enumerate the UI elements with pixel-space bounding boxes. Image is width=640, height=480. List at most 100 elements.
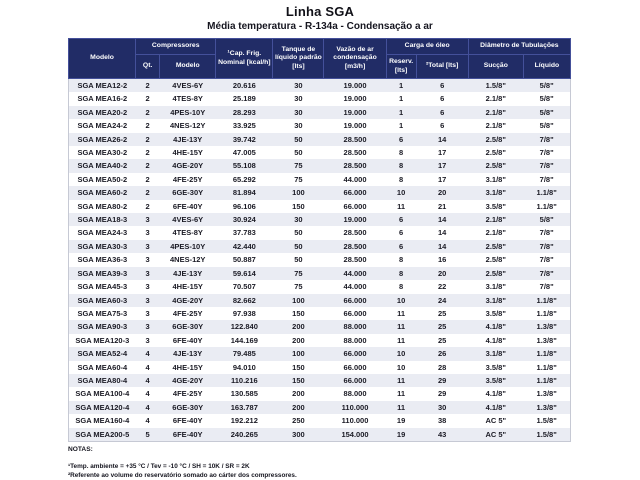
cell-model: SGA MEA80-2 bbox=[77, 201, 128, 211]
cell-qty: 3 bbox=[145, 268, 150, 278]
cell-qty: 2 bbox=[145, 134, 150, 144]
cell-model: SGA MEA50-2 bbox=[77, 174, 128, 184]
cell-qty: 3 bbox=[145, 335, 150, 345]
cell-compressor-model: 4HE-15Y bbox=[172, 362, 203, 372]
cell-airflow: 19.000 bbox=[343, 107, 367, 117]
cell-suction: 2.5/8" bbox=[485, 161, 506, 171]
cell-compressor-model: 6FE-40Y bbox=[172, 335, 203, 345]
cell-tank: 50 bbox=[294, 228, 303, 238]
table-row: SGA MEA16-2 2 4TES-8Y 25.189 30 19.000 1 6 2.1/8… bbox=[68, 92, 571, 106]
cell-tank: 30 bbox=[294, 107, 303, 117]
cell-model: SGA MEA90-3 bbox=[77, 322, 128, 332]
cell-oil-reserve: 10 bbox=[396, 188, 406, 198]
cell-liquid: 1.1/8" bbox=[536, 349, 557, 359]
cell-airflow: 88.000 bbox=[343, 322, 367, 332]
cell-airflow: 28.500 bbox=[343, 148, 367, 158]
cell-suction: 3.5/8" bbox=[485, 375, 506, 385]
cell-liquid: 7/8" bbox=[539, 174, 554, 184]
cell-liquid: 1.1/8" bbox=[536, 375, 557, 385]
table-row: SGA MEA18-3 3 4VES-6Y 30.924 30 19.000 6 14 2.1/… bbox=[68, 213, 571, 227]
cell-liquid: 5/8" bbox=[539, 94, 554, 104]
cell-suction: AC 5" bbox=[485, 429, 507, 439]
cell-qty: 4 bbox=[145, 349, 150, 359]
cell-oil-total: 25 bbox=[438, 322, 447, 332]
cell-oil-reserve: 8 bbox=[399, 174, 404, 184]
cell-liquid: 1.5/8" bbox=[536, 416, 557, 426]
col-group-diametro: Diâmetro de Tubulações bbox=[467, 38, 572, 55]
table-row: SGA MEA60-2 2 6GE-30Y 81.894 100 66.000 10 20 3.… bbox=[68, 186, 571, 200]
cell-compressor-model: 4TES-8Y bbox=[172, 94, 203, 104]
col-header-total: ²Total [lts] bbox=[415, 54, 469, 79]
cell-oil-reserve: 1 bbox=[399, 81, 404, 90]
cell-liquid: 1.3/8" bbox=[536, 335, 557, 345]
cell-compressor-model: 4VES-6Y bbox=[172, 215, 204, 225]
cell-capacity: 81.894 bbox=[232, 188, 256, 198]
cell-capacity: 37.783 bbox=[232, 228, 256, 238]
cell-model: SGA MEA26-2 bbox=[77, 134, 128, 144]
cell-airflow: 66.000 bbox=[343, 308, 367, 318]
cell-oil-reserve: 11 bbox=[397, 375, 406, 385]
cell-airflow: 28.500 bbox=[343, 228, 367, 238]
cell-liquid: 7/8" bbox=[539, 241, 554, 251]
cell-capacity: 65.292 bbox=[232, 174, 256, 184]
cell-capacity: 70.507 bbox=[232, 282, 256, 292]
cell-suction: 3.1/8" bbox=[485, 295, 506, 305]
cell-suction: 3.1/8" bbox=[485, 349, 506, 359]
cell-suction: 2.5/8" bbox=[485, 255, 506, 265]
table-row: SGA MEA24-3 3 4TES-8Y 37.783 50 28.500 6 14 2.1/… bbox=[68, 226, 571, 240]
cell-compressor-model: 4GE-20Y bbox=[172, 295, 204, 305]
cell-compressor-model: 6FE-40Y bbox=[172, 429, 203, 439]
table-row: SGA MEA120-4 4 6GE-30Y 163.787 200 110.000 11 3… bbox=[68, 400, 571, 415]
cell-oil-reserve: 6 bbox=[399, 215, 404, 225]
cell-qty: 3 bbox=[145, 215, 150, 225]
cell-liquid: 1.1/8" bbox=[536, 188, 557, 198]
cell-compressor-model: 6FE-40Y bbox=[172, 416, 203, 426]
cell-oil-total: 14 bbox=[438, 134, 447, 144]
cell-oil-total: 6 bbox=[440, 121, 445, 131]
cell-oil-reserve: 8 bbox=[399, 268, 404, 278]
cell-suction: 2.5/8" bbox=[485, 241, 506, 251]
table-body: SGA MEA12-2 2 4VES-6Y 20.616 30 19.000 1 6 1.5/8… bbox=[68, 78, 571, 442]
cell-capacity: 130.585 bbox=[230, 389, 258, 399]
cell-capacity: 28.293 bbox=[232, 107, 256, 117]
cell-compressor-model: 4JE-13Y bbox=[173, 134, 203, 144]
cell-compressor-model: 4FE-25Y bbox=[172, 174, 203, 184]
cell-liquid: 5/8" bbox=[539, 121, 554, 131]
cell-compressor-model: 4GE-20Y bbox=[172, 161, 204, 171]
col-header-vazao: Vazão de ar condensação [m3/h] bbox=[323, 38, 387, 79]
cell-oil-total: 25 bbox=[438, 308, 447, 318]
cell-suction: 4.1/8" bbox=[485, 389, 506, 399]
table-row: SGA MEA26-2 2 4JE-13Y 39.742 50 28.500 6 14 2.5/… bbox=[68, 132, 571, 147]
table-row: SGA MEA50-2 2 4FE-25Y 65.292 75 44.000 8 17 3.1/… bbox=[68, 172, 571, 187]
cell-compressor-model: 6GE-30Y bbox=[172, 188, 204, 198]
cell-oil-reserve: 8 bbox=[399, 148, 404, 158]
cell-oil-reserve: 1 bbox=[399, 107, 404, 117]
cell-model: SGA MEA39-3 bbox=[77, 268, 128, 278]
cell-tank: 100 bbox=[292, 349, 305, 359]
cell-airflow: 28.500 bbox=[343, 161, 367, 171]
table-row: SGA MEA20-2 2 4PES-10Y 28.293 30 19.000 1 6 2.1/… bbox=[68, 105, 571, 120]
table-row: SGA MEA30-3 3 4PES-10Y 42.440 50 28.500 6 14 2.5… bbox=[68, 239, 571, 254]
cell-suction: 2.5/8" bbox=[485, 268, 506, 278]
cell-airflow: 110.000 bbox=[341, 402, 369, 412]
cell-capacity: 59.614 bbox=[232, 268, 256, 278]
cell-capacity: 25.189 bbox=[232, 94, 256, 104]
cell-oil-total: 26 bbox=[438, 349, 447, 359]
col-header-liquido: Líquido bbox=[522, 54, 572, 79]
cell-suction: 2.5/8" bbox=[485, 134, 506, 144]
cell-tank: 50 bbox=[294, 241, 303, 251]
cell-oil-reserve: 11 bbox=[397, 335, 406, 345]
table-header: Modelo Compressores ¹Cap. Frig. Nominal … bbox=[67, 38, 572, 79]
table-row: SGA MEA75-3 3 4FE-25Y 97.938 150 66.000 11 25 3.… bbox=[68, 306, 571, 321]
cell-liquid: 1.1/8" bbox=[536, 362, 557, 372]
cell-qty: 3 bbox=[145, 308, 150, 318]
cell-tank: 30 bbox=[294, 215, 303, 225]
cell-qty: 3 bbox=[145, 255, 150, 265]
cell-oil-total: 24 bbox=[438, 295, 447, 305]
cell-oil-total: 14 bbox=[438, 215, 447, 225]
cell-qty: 3 bbox=[145, 295, 150, 305]
cell-oil-total: 6 bbox=[440, 107, 445, 117]
cell-suction: 3.5/8" bbox=[485, 362, 506, 372]
cell-oil-total: 17 bbox=[438, 174, 447, 184]
cell-suction: 3.5/8" bbox=[485, 308, 506, 318]
